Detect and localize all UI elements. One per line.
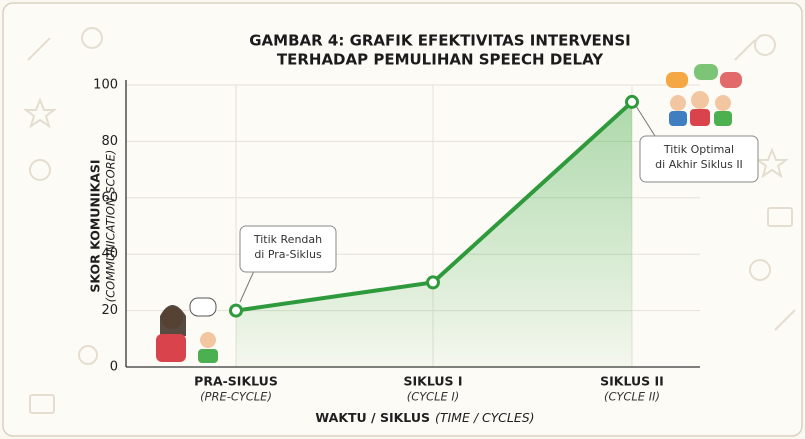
point	[229, 303, 243, 318]
decorations	[23, 27, 796, 414]
annotation-box	[639, 135, 759, 183]
y-tick-label: 20	[101, 303, 118, 318]
x-label-main: WAKTU / SIKLUS	[315, 410, 430, 425]
illustration-left	[156, 297, 218, 363]
point	[426, 275, 440, 290]
y-tick-label: 40	[101, 247, 118, 262]
x-tick-label: SIKLUS II	[600, 374, 664, 389]
chart-title: GAMBAR 4: GRAFIK EFEKTIVITAS INTERVENSI	[249, 32, 631, 50]
point	[625, 94, 639, 109]
y-tick-label: 0	[110, 360, 118, 375]
illustration-right	[666, 64, 742, 126]
annotation-leader	[635, 105, 656, 137]
chart-title: TERHADAP PEMULIHAN SPEECH DELAY	[277, 51, 604, 69]
x-tick-sublabel: (CYCLE I)	[407, 390, 460, 404]
x-tick-label: SIKLUS I	[403, 374, 462, 389]
annotation-text: di Pra-Siklus	[254, 248, 322, 261]
y-tick-label: 60	[101, 190, 118, 205]
annotation-text: Titik Rendah	[253, 233, 322, 246]
annotation-text: di Akhir Siklus II	[655, 158, 743, 171]
x-tick-label: PRA-SIKLUS	[194, 374, 278, 389]
x-tick-sublabel: (CYCLE II)	[604, 390, 660, 404]
x-tick-sublabel: (PRE-CYCLE)	[200, 390, 272, 404]
y-tick-label: 80	[101, 134, 118, 149]
x-label-sub: (TIME / CYCLES)	[435, 410, 535, 425]
annotation-text: Titik Optimal	[663, 143, 734, 156]
area	[236, 101, 632, 368]
y-axis-label-sub: (COMMUNICATION SCORE)	[104, 150, 118, 303]
annotation-box	[239, 225, 337, 273]
y-tick-label: 100	[93, 78, 118, 93]
x-axis-label: WAKTU / SIKLUS (TIME / CYCLES)	[315, 410, 534, 425]
plot: 0 20 40 60 80 100 PRA-SIKLUS(PRE-CYCLE) SIKLUS …	[93, 78, 759, 404]
y-axis-label: SKOR KOMUNIKASI	[88, 159, 103, 292]
